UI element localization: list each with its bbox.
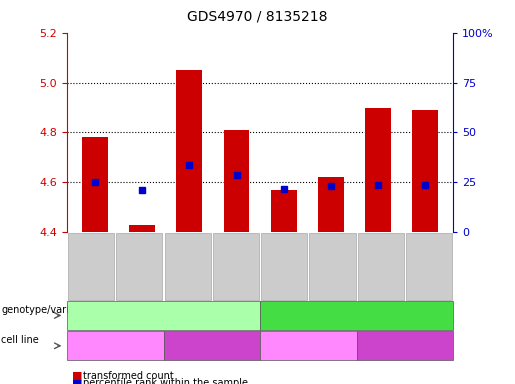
Text: RPMI-8226: RPMI-8226 [375,341,435,351]
Bar [271,190,297,232]
Text: ■: ■ [72,378,82,384]
Bar [318,177,344,232]
Text: transformed count: transformed count [83,371,174,381]
Bar [129,225,155,232]
Text: NCI-H929: NCI-H929 [89,341,142,351]
Text: ■: ■ [72,371,82,381]
Bar [224,130,249,232]
Text: genotype/variation: genotype/variation [1,305,94,315]
Text: CD138+: CD138+ [332,309,382,322]
Bar [412,110,438,232]
Bar [177,70,202,232]
Text: percentile rank within the sample: percentile rank within the sample [83,378,248,384]
Bar [365,108,391,232]
Text: RPMI-8226: RPMI-8226 [182,341,242,351]
Bar [82,137,108,232]
Text: cell line: cell line [1,335,39,345]
Text: GDS4970 / 8135218: GDS4970 / 8135218 [187,10,328,23]
Text: NCI-H929: NCI-H929 [282,341,335,351]
Text: CD138-: CD138- [142,309,185,322]
